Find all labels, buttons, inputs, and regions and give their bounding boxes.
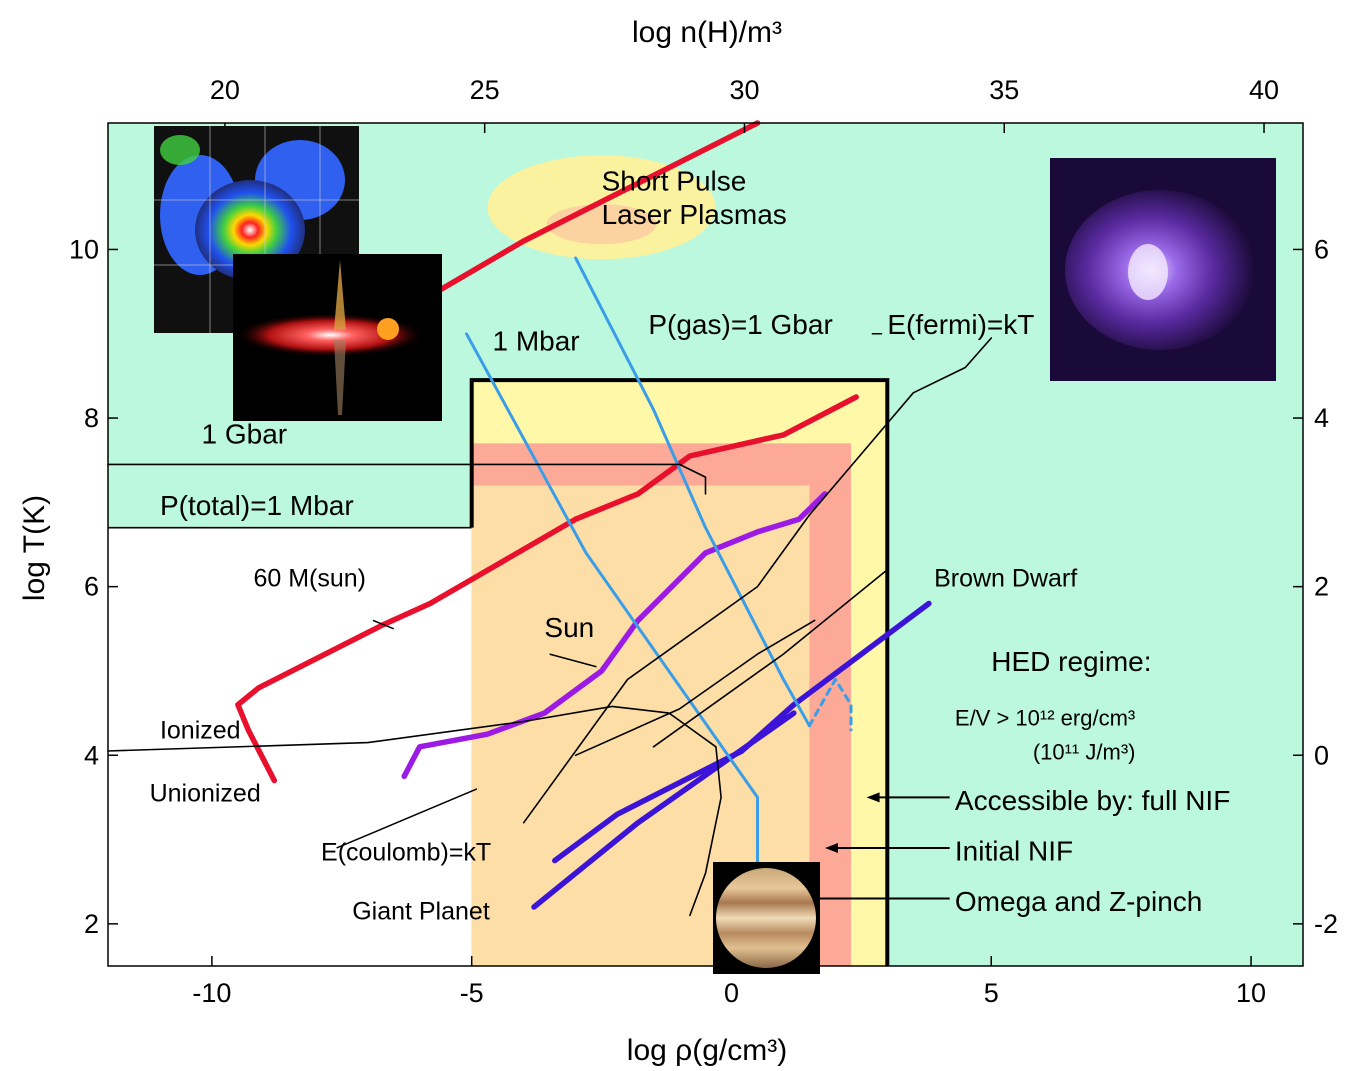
annotation-19: Initial NIF [955, 836, 1073, 867]
annotation-9: Sun [544, 612, 594, 643]
top-axis-title: log n(H)/m³ [632, 16, 782, 49]
y-tick-label: 2 [84, 909, 99, 939]
right-tick-label: 0 [1314, 740, 1329, 770]
series-line-7 [574, 256, 811, 728]
y-tick-label: 8 [84, 403, 99, 433]
series-line-8 [807, 677, 853, 732]
series-line-2 [427, 120, 761, 299]
annotation-16: E(coulomb)=kT [321, 839, 491, 867]
omega-region-border [469, 378, 890, 966]
annotation-17: Giant Planet [352, 898, 490, 926]
y-tick-label: 6 [84, 572, 99, 602]
crab-nebula-image [1050, 158, 1276, 381]
data-series [107, 120, 993, 917]
annotation-7: P(total)=1 Mbar [160, 490, 354, 521]
annotation-18: Accessible by: full NIF [955, 785, 1230, 816]
series-line-1 [235, 394, 859, 784]
x-axis-title: log ρ(g/cm³) [627, 1034, 787, 1067]
series-line-10 [652, 568, 889, 748]
annotation-8: 60 M(sun) [253, 565, 366, 593]
inset-images [154, 126, 1276, 974]
annotation-5: E(fermi)=kT [887, 309, 1034, 340]
series-line-5 [531, 710, 797, 910]
series-line-6 [465, 332, 759, 875]
x-tick-label: -10 [192, 978, 231, 1008]
top-tick-label: 35 [989, 75, 1019, 105]
annotation-2: Laser Plasmas [602, 199, 787, 230]
right-tick-label: 2 [1314, 572, 1329, 602]
annotation-13: (10¹¹ J/m³) [1033, 739, 1136, 764]
arrow-head-1 [866, 792, 880, 803]
xray-cluster-image [154, 126, 359, 333]
annotation-14: Ionized [160, 716, 241, 744]
series-line-3 [401, 491, 828, 780]
series-line-13 [107, 463, 707, 495]
top-tick-label: 30 [729, 75, 759, 105]
x-tick-label: 5 [984, 978, 999, 1008]
plot-frame [107, 122, 1304, 967]
annotation-10: Brown Dwarf [934, 565, 1077, 593]
pointer-line-1 [336, 788, 478, 849]
annotation-15: Unionized [150, 780, 261, 808]
x-tick-label: -5 [460, 978, 484, 1008]
y-tick-label: 10 [69, 234, 99, 264]
right-tick-label: -2 [1314, 909, 1338, 939]
x-tick-label: 0 [724, 978, 739, 1008]
annotation-11: HED regime: [991, 646, 1151, 677]
right-tick-label: 4 [1314, 403, 1329, 433]
annotation-4: P(gas)=1 Gbar [648, 309, 832, 340]
x-tick-label: 10 [1236, 978, 1266, 1008]
y-tick-label: 4 [84, 740, 99, 770]
y-axis-title: log T(K) [18, 495, 51, 601]
top-tick-label: 20 [210, 75, 240, 105]
accretion-disk-image [233, 254, 442, 421]
top-tick-label: 25 [470, 75, 500, 105]
annotation-12: E/V > 10¹² erg/cm³ [955, 706, 1135, 731]
right-tick-label: 6 [1314, 234, 1329, 264]
series-line-12 [107, 705, 722, 917]
series-line-11 [574, 619, 816, 757]
jupiter-image [713, 862, 820, 974]
axis-titles: log n(H)/m³ log ρ(g/cm³) log T(K) [18, 16, 787, 1067]
annotation-1: Short Pulse [602, 165, 747, 196]
annotation-3: 1 Mbar [492, 326, 579, 357]
pointer-line-2 [372, 619, 395, 630]
top-tick-label: 40 [1249, 75, 1279, 105]
pointer-line-3 [549, 653, 597, 668]
plot-border [107, 122, 1304, 967]
annotation-6: 1 Gbar [202, 418, 288, 449]
arrow-head-2 [825, 842, 838, 853]
series-line-9 [522, 337, 993, 824]
annotation-20: Omega and Z-pinch [955, 886, 1202, 917]
